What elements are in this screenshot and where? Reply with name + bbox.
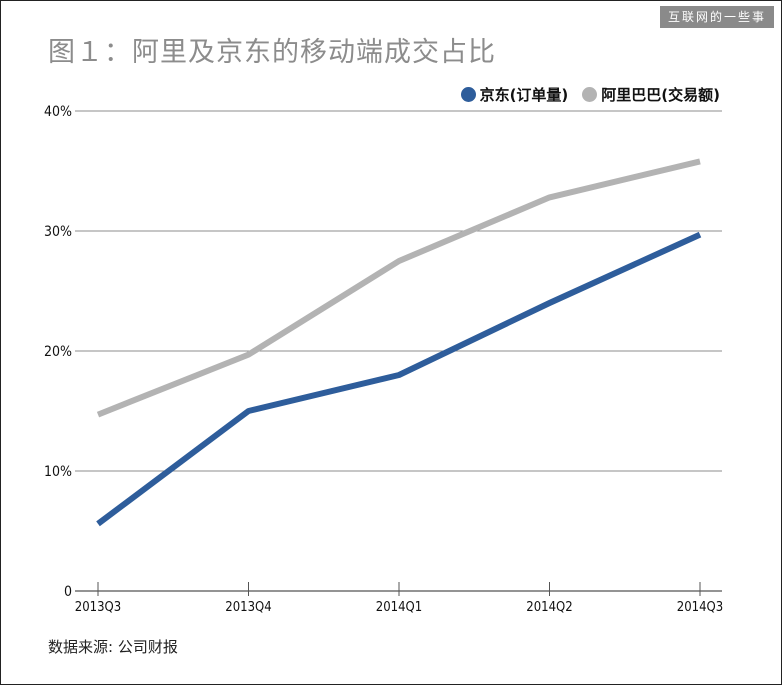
legend-swatch-jd bbox=[460, 87, 476, 102]
legend-label-alibaba: 阿里巴巴(交易额) bbox=[601, 86, 720, 104]
y-tick-label-40: 40% bbox=[44, 104, 72, 120]
y-tick-label-0: 0 bbox=[64, 584, 72, 600]
legend: 京东(订单量) 阿里巴巴(交易额) bbox=[447, 84, 720, 105]
x-tick-label-2014Q2: 2014Q2 bbox=[526, 600, 572, 615]
y-tick-label-10: 10% bbox=[44, 464, 72, 480]
chart-title: 图１：阿里及京东的移动端成交占比 bbox=[48, 37, 496, 68]
x-tick-label-2013Q4: 2013Q4 bbox=[225, 600, 271, 615]
source-note: 数据来源: 公司财报 bbox=[48, 638, 178, 656]
legend-swatch-alibaba bbox=[582, 87, 598, 102]
y-tick-label-20: 20% bbox=[44, 344, 72, 360]
legend-item-alibaba: 阿里巴巴(交易额) bbox=[582, 84, 720, 105]
x-tick-label-2014Q1: 2014Q1 bbox=[376, 600, 422, 615]
legend-label-jd: 京东(订单量) bbox=[479, 86, 569, 104]
legend-item-jd: 京东(订单量) bbox=[460, 84, 569, 105]
x-tick-label-2014Q3: 2014Q3 bbox=[677, 600, 723, 615]
y-tick-label-30: 30% bbox=[44, 224, 72, 240]
watermark: 互联网的一些事 bbox=[659, 6, 774, 28]
x-tick-label-2013Q3: 2013Q3 bbox=[75, 600, 121, 615]
